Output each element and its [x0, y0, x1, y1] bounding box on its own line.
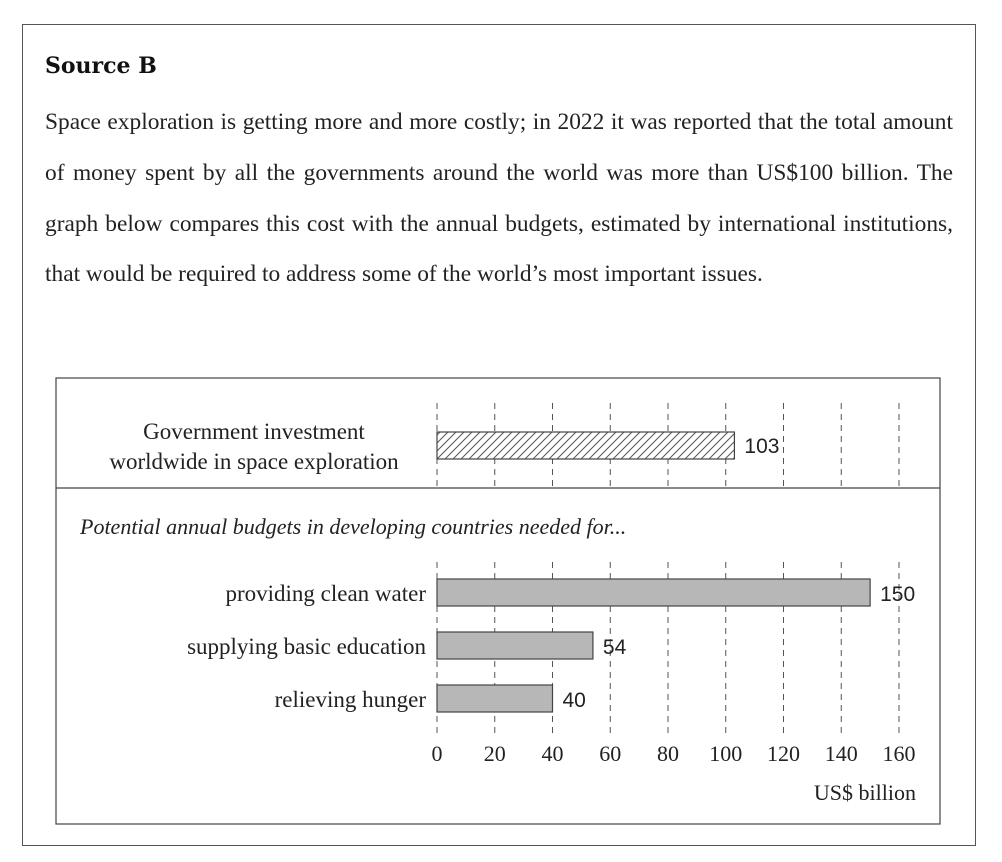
category-label: supplying basic education [187, 634, 426, 659]
x-tick-label: 0 [432, 741, 443, 766]
category-label: relieving hunger [275, 687, 427, 712]
x-tick-label: 120 [767, 741, 800, 766]
category-label: Government investment [143, 419, 365, 444]
bar-value-label: 150 [880, 583, 915, 606]
x-tick-label: 80 [657, 741, 679, 766]
x-tick-label: 140 [825, 741, 858, 766]
bar [436, 684, 554, 713]
x-tick-label: 20 [484, 741, 506, 766]
bar [436, 578, 871, 607]
x-tick-label: 100 [709, 741, 742, 766]
x-tick-label: 60 [599, 741, 621, 766]
x-tick-label: 160 [883, 741, 916, 766]
group-heading: Potential annual budgets in developing c… [79, 514, 626, 539]
category-label: worldwide in space exploration [109, 449, 399, 474]
bar-value-label: 103 [744, 435, 779, 458]
x-axis-unit-label: US$ billion [814, 780, 916, 805]
bar-value-label: 54 [603, 636, 627, 659]
category-label: providing clean water [225, 581, 426, 606]
x-tick-label: 40 [542, 741, 564, 766]
bar [436, 631, 594, 660]
bar-space-exploration [436, 431, 736, 460]
bar-value-label: 40 [563, 689, 586, 712]
source-heading: Source B [45, 53, 157, 79]
source-passage: Space exploration is getting more and mo… [45, 109, 953, 288]
